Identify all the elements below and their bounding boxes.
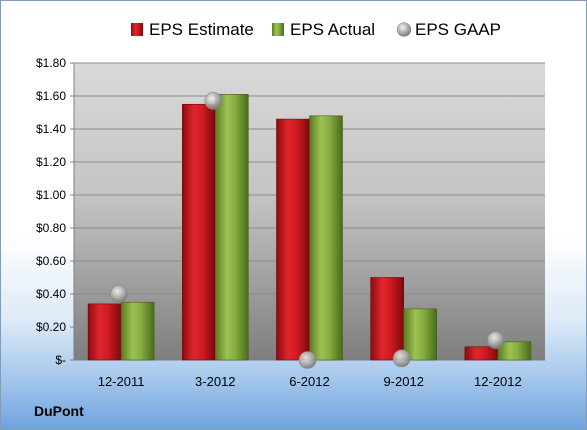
bar-eps-actual-9-2012 bbox=[403, 308, 438, 361]
point-eps-gaap-6-2012 bbox=[298, 351, 317, 369]
bar-eps-actual-6-2012 bbox=[309, 115, 343, 361]
y-tick-label: $1.80 bbox=[36, 56, 66, 70]
y-tick-label: $0.60 bbox=[36, 254, 66, 268]
x-category-label: 6-2012 bbox=[289, 374, 329, 389]
y-tick-label: $1.00 bbox=[36, 188, 66, 202]
legend-label: EPS GAAP bbox=[415, 20, 501, 39]
point-eps-gaap-9-2012 bbox=[392, 349, 411, 368]
y-tick-label: $1.40 bbox=[36, 122, 66, 136]
x-category-label: 9-2012 bbox=[383, 374, 423, 389]
company-name: DuPont bbox=[34, 403, 84, 419]
point-eps-gaap-12-2012 bbox=[487, 331, 505, 350]
bars bbox=[87, 94, 532, 361]
legend-label: EPS Estimate bbox=[149, 20, 254, 39]
bar-eps-estimate-12-2012 bbox=[464, 346, 499, 361]
x-category-label: 12-2012 bbox=[474, 374, 522, 389]
x-category-label: 12-2011 bbox=[98, 374, 145, 389]
x-category-label: 3-2012 bbox=[195, 374, 235, 389]
y-tick-label: $0.40 bbox=[36, 287, 66, 301]
point-eps-gaap-12-2011 bbox=[110, 285, 128, 303]
bar-eps-estimate-12-2011 bbox=[87, 303, 122, 361]
legend-label: EPS Actual bbox=[290, 20, 375, 39]
bar-eps-actual-12-2012 bbox=[497, 341, 532, 361]
y-tick-label: $0.80 bbox=[36, 221, 66, 235]
legend: EPS Estimate EPS Actual EPS GAAP bbox=[131, 20, 501, 39]
point-eps-gaap-3-2012 bbox=[204, 92, 223, 110]
bar-eps-estimate-6-2012 bbox=[276, 118, 310, 361]
bar-eps-estimate-3-2012 bbox=[182, 103, 216, 361]
gaap-points bbox=[110, 92, 505, 369]
x-axis-categories: 12-2011 3-2012 6-2012 9-2012 12-2012 bbox=[98, 374, 522, 389]
y-tick-label: $1.60 bbox=[36, 89, 66, 103]
bar-eps-estimate-9-2012 bbox=[370, 277, 405, 361]
bar-eps-actual-3-2012 bbox=[215, 94, 249, 361]
y-tick-label: $- bbox=[55, 353, 66, 367]
y-axis-ticks: $- $0.20 $0.40 $0.60 $0.80 $1.00 $1.20 $1.40 $1.… bbox=[36, 56, 545, 367]
legend-swatch bbox=[131, 23, 143, 36]
bar-eps-actual-12-2011 bbox=[120, 301, 155, 361]
legend-swatch bbox=[396, 22, 412, 37]
y-tick-label: $0.20 bbox=[36, 320, 66, 334]
y-tick-label: $1.20 bbox=[36, 155, 66, 169]
legend-swatch bbox=[272, 23, 284, 36]
